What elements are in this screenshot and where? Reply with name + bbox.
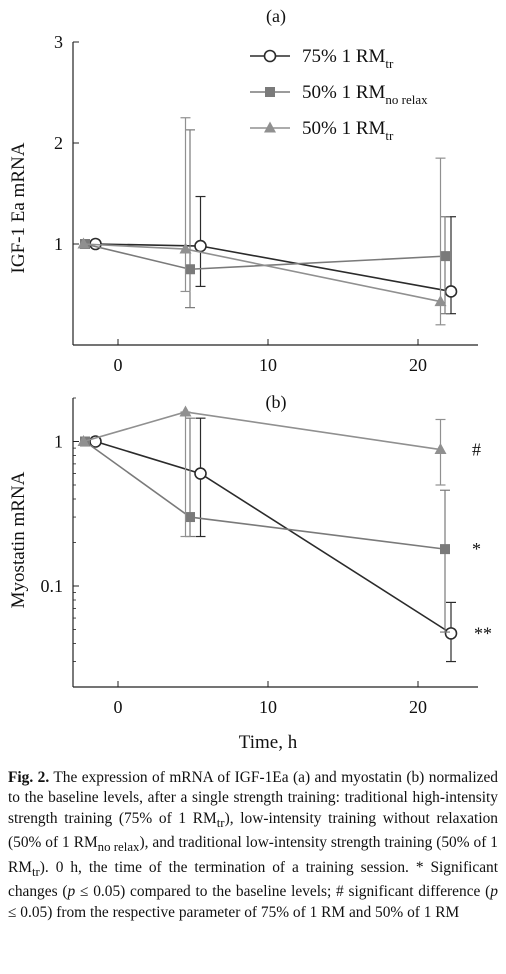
panel-b-series-line [95, 440, 452, 635]
legend-marker-circle [263, 49, 277, 63]
panel-a-data-point [179, 242, 192, 254]
panel-a-data-point [444, 285, 458, 298]
legend-label: 50% 1 RMno relax [302, 82, 428, 107]
panel-b-data-point [434, 443, 447, 455]
significance-marker: * [472, 539, 481, 559]
legend-label: 75% 1 RMtr [302, 46, 394, 71]
panel-a-y-tick-label: 3 [54, 32, 63, 52]
panel-b-y-tick-label: 1 [54, 431, 63, 451]
significance-marker: ** [474, 623, 492, 643]
panel-b-data-point [440, 544, 450, 555]
panel-a-y-tick-label: 2 [54, 133, 63, 153]
caption-text: The expression of mRNA of IGF-1Ea (a) an… [8, 769, 498, 921]
significance-marker: # [472, 440, 481, 460]
figure-caption: Fig. 2. The expression of mRNA of IGF-1E… [8, 768, 498, 923]
panel-a-x-tick-label: 20 [409, 355, 427, 375]
x-axis-label: Time, h [239, 732, 298, 753]
panel-b-series-line [84, 440, 446, 550]
panel-a-y-tick-label: 1 [54, 234, 63, 254]
panel-b-data-point [179, 405, 192, 417]
panel-b-data-point [185, 512, 195, 523]
panel-a-series-line [83, 243, 441, 303]
panel-b-data-point [194, 467, 207, 480]
panel-b-data-point [77, 434, 90, 446]
caption-label: Fig. 2. [8, 769, 50, 786]
panel-a-x-tick-label: 10 [259, 355, 277, 375]
panel-b-x-tick-label: 0 [114, 697, 123, 717]
panel-b-data-point [444, 627, 458, 640]
panel-b-x-tick-label: 20 [409, 697, 427, 717]
y-axis-label-a: IGF-1 Ea mRNA [8, 142, 29, 273]
panel-b-label: (b) [266, 392, 287, 413]
panel-b-x-tick-label: 10 [259, 697, 277, 717]
panel-a-data-point [194, 239, 207, 253]
panel-a-data-point [440, 251, 450, 262]
panel-b-series-line [83, 411, 441, 451]
panel-a-label: (a) [266, 6, 286, 27]
legend: 75% 1 RMtr 50% 1 RMno relax 50% 1 RMtr [250, 46, 428, 143]
legend-label: 50% 1 RMtr [302, 118, 394, 143]
panel-a-x-tick-label: 0 [114, 355, 123, 375]
panel-a-data-point [77, 237, 90, 249]
legend-marker-triangle [264, 121, 276, 133]
panel-a-data-point [185, 264, 195, 275]
panel-a-data-point [434, 295, 447, 307]
y-axis-label-b: Myostatin mRNA [8, 471, 29, 608]
panel-b-y-tick-label: 0.1 [41, 576, 64, 596]
panel-a-chart: 0 10 20 1 2 3 [54, 32, 478, 375]
legend-marker-square [265, 87, 275, 97]
panel-b-chart: 0 10 200.11 #*** [41, 397, 492, 717]
